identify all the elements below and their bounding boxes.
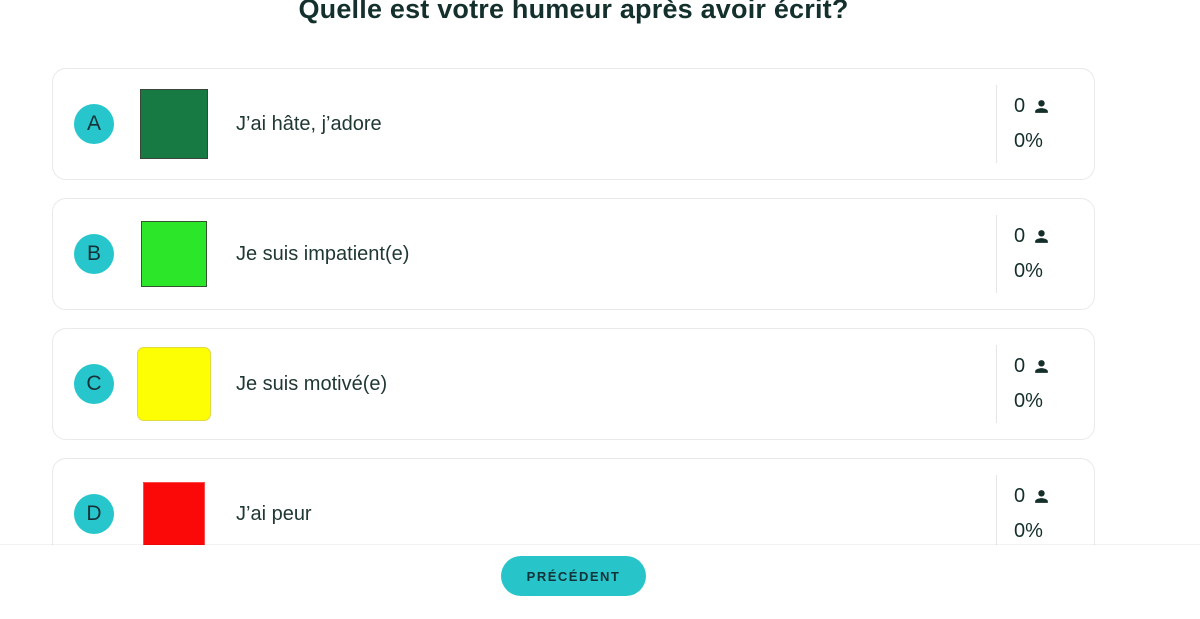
option-card-a[interactable]: A J’ai hâte, j’adore 0 0% — [52, 68, 1095, 180]
vote-percent: 0% — [1014, 390, 1043, 412]
vote-percent: 0% — [1014, 520, 1043, 542]
option-stats: 0 0% — [996, 475, 1094, 553]
option-image-b — [136, 221, 212, 287]
option-label: Je suis motivé(e) — [236, 372, 388, 395]
option-color-swatch — [141, 221, 207, 287]
option-color-swatch — [143, 482, 205, 546]
option-stats: 0 0% — [996, 85, 1094, 163]
option-label: Je suis impatient(e) — [236, 242, 410, 265]
previous-button[interactable]: PRÉCÉDENT — [500, 556, 647, 596]
vote-count: 0 — [1014, 95, 1026, 117]
option-stats: 0 0% — [996, 215, 1094, 293]
option-image-c — [136, 347, 212, 421]
vote-percent: 0% — [1014, 260, 1043, 282]
option-card-b[interactable]: B Je suis impatient(e) 0 0% — [52, 198, 1095, 310]
person-icon — [1035, 490, 1048, 503]
vote-count: 0 — [1014, 485, 1026, 507]
option-letter-badge: C — [74, 364, 114, 404]
person-icon — [1035, 100, 1048, 113]
vote-count: 0 — [1014, 355, 1026, 377]
option-color-swatch — [137, 347, 211, 421]
person-icon — [1035, 360, 1048, 373]
quiz-results-screen: Quelle est votre humeur après avoir écri… — [52, 0, 1095, 619]
option-letter-badge: D — [74, 494, 114, 534]
option-stats: 0 0% — [996, 345, 1094, 423]
option-letter-badge: A — [74, 104, 114, 144]
question-title: Quelle est votre humeur après avoir écri… — [298, 0, 849, 24]
vote-count: 0 — [1014, 225, 1026, 247]
option-card-c[interactable]: C Je suis motivé(e) 0 0% — [52, 328, 1095, 440]
option-image-d — [136, 482, 212, 546]
option-label: J’ai peur — [236, 502, 312, 525]
options-list: A J’ai hâte, j’adore 0 0% B Je suis impa… — [52, 68, 1095, 570]
option-letter-badge: B — [74, 234, 114, 274]
option-image-a — [136, 89, 212, 159]
option-color-swatch — [140, 89, 208, 159]
person-icon — [1035, 230, 1048, 243]
footer-bar: PRÉCÉDENT — [0, 545, 1200, 619]
option-label: J’ai hâte, j’adore — [236, 112, 382, 135]
vote-percent: 0% — [1014, 130, 1043, 152]
